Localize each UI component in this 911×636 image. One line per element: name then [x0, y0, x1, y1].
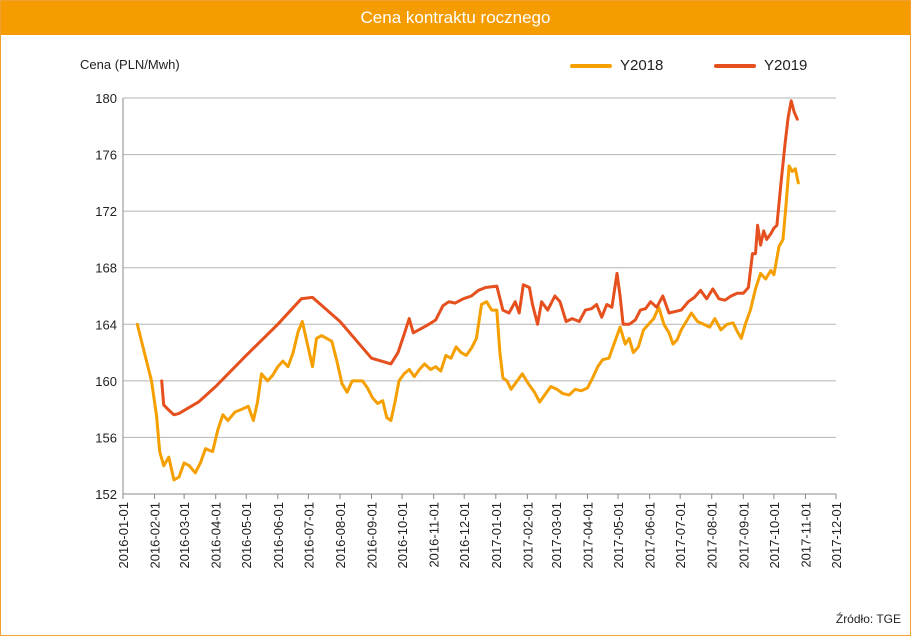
x-tick-label: 2016-01-01: [116, 502, 131, 569]
x-tick-label: 2016-07-01: [301, 502, 316, 569]
source-note: Źródło: TGE: [835, 612, 901, 626]
x-tick-label: 2016-09-01: [365, 502, 380, 569]
x-tick-label: 2016-11-01: [427, 502, 442, 568]
y-tick-label: 164: [95, 317, 117, 332]
x-tick-label: 2017-05-01: [611, 502, 626, 569]
y-tick-label: 156: [95, 430, 117, 445]
chart-title: Cena kontraktu rocznego: [1, 1, 910, 35]
x-tick-label: 2017-04-01: [580, 502, 595, 569]
legend-item-y2018: Y2018: [570, 57, 663, 74]
x-tick-label: 2016-04-01: [209, 502, 224, 569]
x-tick-label: 2017-06-01: [643, 502, 658, 569]
x-tick-label: 2016-12-01: [457, 502, 472, 569]
x-tick-label: 2017-11-01: [798, 502, 813, 568]
legend-swatch-y2018: [570, 63, 612, 68]
x-tick-label: 2017-12-01: [829, 502, 844, 569]
series-line-y2019: [160, 99, 799, 417]
legend-label-y2018: Y2018: [620, 57, 664, 74]
x-tick-label: 2016-02-01: [148, 502, 163, 569]
x-tick-label: 2017-09-01: [736, 502, 751, 569]
x-tick-label: 2017-10-01: [767, 502, 782, 569]
x-tick-label: 2017-03-01: [549, 502, 564, 569]
y-tick-label: 172: [95, 204, 117, 219]
y-tick-label: 160: [95, 374, 117, 389]
x-tick-label: 2017-07-01: [673, 502, 688, 569]
y-tick-label: 152: [95, 487, 117, 502]
x-tick-label: 2016-05-01: [239, 502, 254, 569]
x-tick-label: 2016-06-01: [271, 502, 286, 569]
x-tick-label: 2017-02-01: [520, 502, 535, 569]
legend-label-y2019: Y2019: [764, 57, 808, 74]
x-tick-label: 2016-10-01: [395, 502, 410, 569]
x-tick-label: 2017-01-01: [489, 502, 504, 569]
x-tick-label: 2017-08-01: [705, 502, 720, 569]
y-tick-label: 168: [95, 261, 117, 276]
y-tick-label: 180: [95, 91, 117, 106]
legend-swatch-y2019: [714, 63, 756, 68]
y-tick-label: 176: [95, 148, 117, 163]
series-line-y2018: [135, 164, 800, 482]
y-axis-label: Cena (PLN/Mwh): [80, 57, 180, 72]
x-tick-label: 2016-08-01: [333, 502, 348, 569]
legend-item-y2019: Y2019: [714, 57, 807, 74]
x-tick-label: 2016-03-01: [177, 502, 192, 569]
